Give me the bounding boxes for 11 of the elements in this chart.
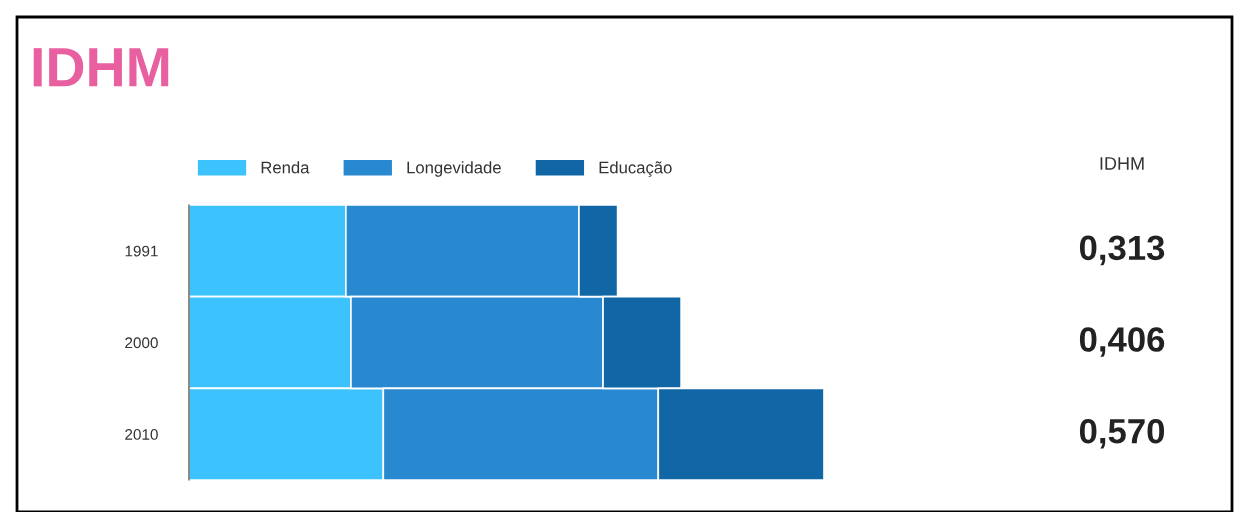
y-tick-label: 2000 (125, 337, 158, 349)
legend-label: Longevidade (407, 161, 501, 177)
text: 0,313 (1079, 235, 1165, 266)
y-tick-label: 1991 (125, 245, 158, 257)
y-tick-label: 2010 (125, 429, 158, 440)
text: IDHM (1100, 157, 1144, 170)
chart-title: IDHM (33, 48, 169, 87)
legend-label: Renda (261, 161, 310, 174)
legend-label: Educação (599, 161, 672, 177)
text: 0,570 (1079, 418, 1165, 449)
text: 0,406 (1079, 327, 1165, 357)
